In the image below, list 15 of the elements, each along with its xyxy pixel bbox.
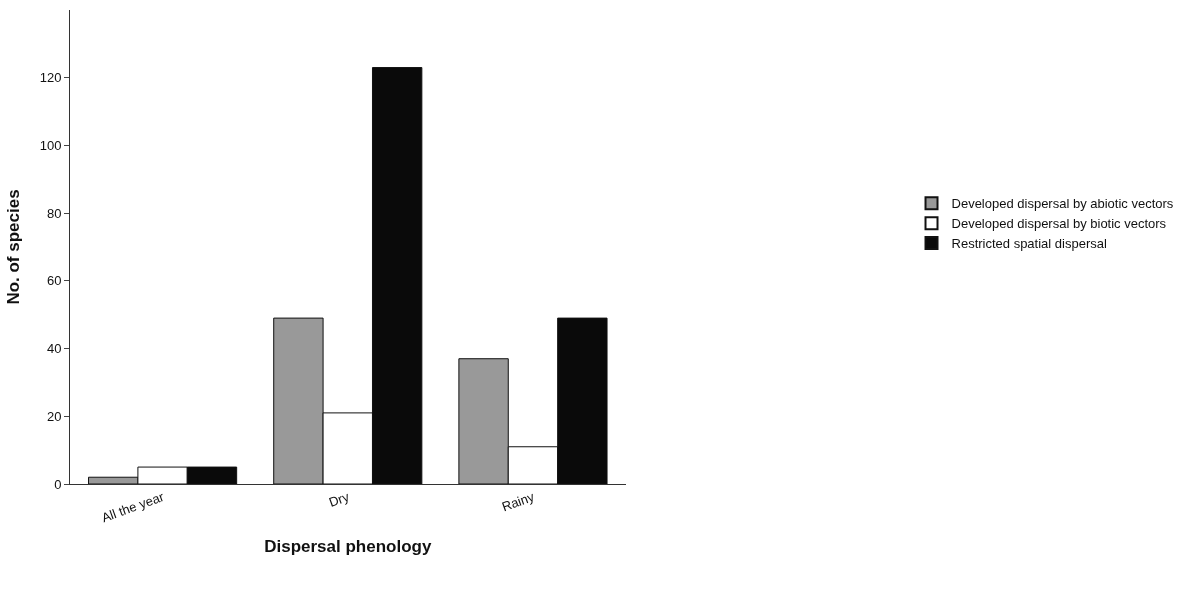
y-tick-label: 100: [39, 137, 62, 153]
y-tick-label: 120: [39, 70, 62, 86]
x-tick-label: Dry: [326, 488, 352, 510]
x-tick-label: Rainy: [499, 488, 537, 515]
y-tick-label: 80: [46, 205, 62, 221]
x-axis-title: Dispersal phenology: [264, 536, 432, 556]
y-axis-title: No. of species: [4, 189, 24, 305]
x-tick-label: All the year: [99, 488, 167, 526]
legend-label: Developed dispersal by abiotic vectors: [951, 196, 1174, 212]
y-tick-label: 20: [46, 408, 62, 424]
y-tick-label: 60: [46, 273, 62, 289]
legend-label: Restricted spatial dispersal: [951, 236, 1107, 252]
legend-label: Developed dispersal by biotic vectors: [951, 216, 1167, 232]
y-tick-label: 0: [54, 476, 62, 492]
y-tick-label: 40: [46, 341, 62, 357]
